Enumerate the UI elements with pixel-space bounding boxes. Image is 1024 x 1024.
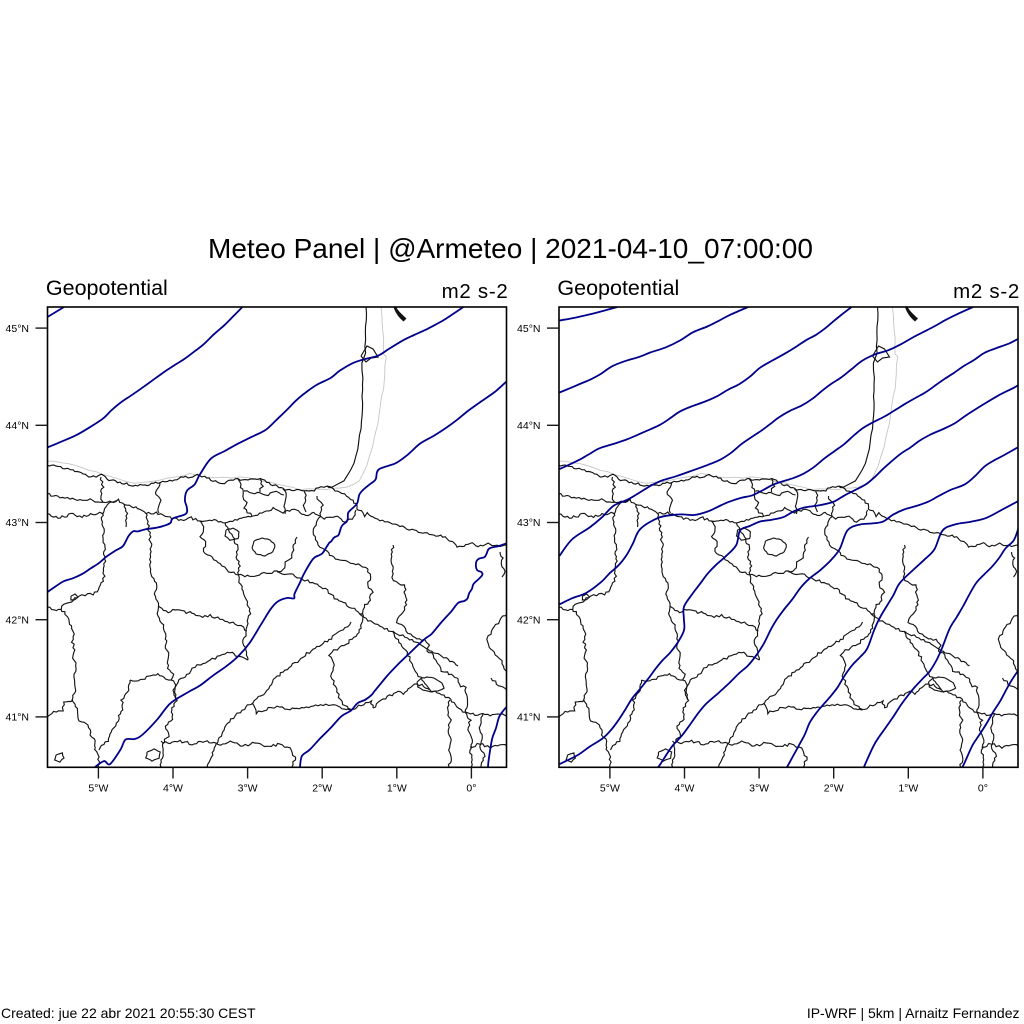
svg-text:0°: 0°: [978, 783, 988, 795]
svg-text:2°W: 2°W: [312, 783, 332, 795]
svg-text:Geopotential: Geopotential: [557, 276, 679, 300]
svg-text:41°N: 41°N: [517, 712, 540, 724]
svg-text:2°W: 2°W: [824, 783, 844, 795]
svg-text:45°N: 45°N: [517, 323, 540, 335]
svg-text:m2 s-2: m2 s-2: [953, 280, 1020, 303]
svg-text:44°N: 44°N: [6, 420, 29, 432]
svg-text:Meteo Panel | @Armeteo | 2021-: Meteo Panel | @Armeteo | 2021-04-10_07:0…: [208, 233, 813, 264]
svg-text:IP-WRF | 5km | Arnaitz Fernand: IP-WRF | 5km | Arnaitz Fernandez: [807, 1005, 1020, 1021]
svg-text:44°N: 44°N: [517, 420, 540, 432]
svg-text:Geopotential: Geopotential: [46, 276, 168, 300]
svg-text:3°W: 3°W: [238, 783, 258, 795]
svg-text:45°N: 45°N: [6, 323, 29, 335]
svg-text:3°W: 3°W: [749, 783, 769, 795]
svg-text:5°W: 5°W: [600, 783, 620, 795]
svg-text:1°W: 1°W: [387, 783, 407, 795]
svg-text:4°W: 4°W: [163, 783, 183, 795]
svg-text:41°N: 41°N: [6, 712, 29, 724]
svg-text:42°N: 42°N: [6, 614, 29, 626]
svg-text:m2 s-2: m2 s-2: [442, 280, 509, 303]
svg-text:1°W: 1°W: [898, 783, 918, 795]
svg-text:43°N: 43°N: [6, 517, 29, 529]
svg-text:0°: 0°: [466, 783, 476, 795]
svg-text:4°W: 4°W: [675, 783, 695, 795]
svg-text:43°N: 43°N: [517, 517, 540, 529]
svg-text:Created: jue 22 abr 2021 20:55: Created: jue 22 abr 2021 20:55:30 CEST: [1, 1005, 256, 1021]
svg-text:5°W: 5°W: [88, 783, 108, 795]
svg-text:42°N: 42°N: [517, 614, 540, 626]
